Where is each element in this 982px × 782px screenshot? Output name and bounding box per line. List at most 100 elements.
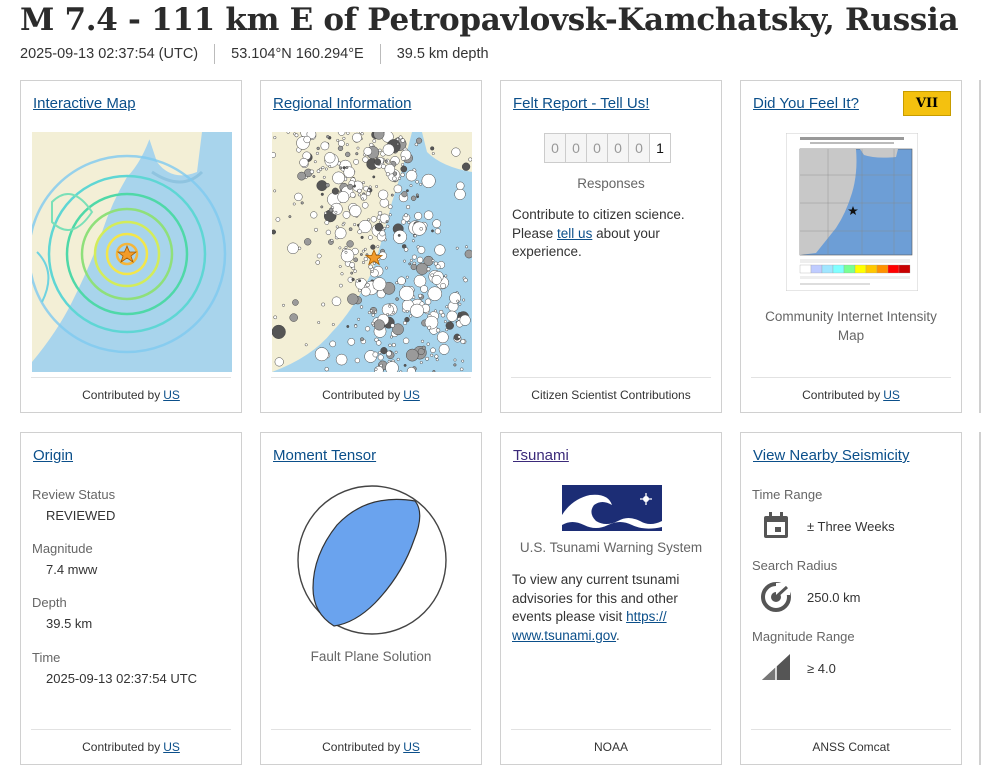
earthquake-dot	[421, 345, 426, 350]
earthquake-dot	[438, 344, 450, 355]
earthquake-dot	[440, 313, 446, 318]
earthquake-dot	[395, 297, 399, 301]
earthquake-dot	[289, 313, 298, 322]
counter-digit: 1	[649, 133, 671, 163]
earthquake-dot	[332, 171, 345, 185]
contributor-link[interactable]: US	[403, 740, 420, 754]
earthquake-dot	[400, 138, 406, 143]
earthquake-dot	[352, 132, 362, 143]
earthquake-dot	[331, 187, 339, 195]
earthquake-dot	[300, 201, 304, 205]
earthquake-dot	[339, 283, 343, 288]
earthquake-dot	[418, 293, 423, 298]
earthquake-dot	[403, 259, 406, 263]
tsunami-gov-link[interactable]: https://www.tsunami.gov	[512, 609, 667, 643]
felt-report-text: Contribute to citizen science. Please te…	[512, 207, 685, 259]
earthquake-dot	[446, 310, 458, 322]
earthquake-dot	[434, 244, 446, 256]
card-moment-tensor: Moment Tensor Fault Plane Solution Contr…	[260, 432, 482, 765]
earthquake-dot	[347, 183, 354, 190]
earthquake-dot	[321, 302, 326, 307]
card-footer: Contributed by US	[31, 729, 231, 764]
card-footer: NOAA	[511, 729, 711, 764]
tsunami-link[interactable]: Tsunami	[513, 447, 569, 464]
earthquake-dot	[392, 323, 404, 336]
card-footer: ANSS Comcat	[751, 729, 951, 764]
earthquake-dot	[359, 305, 364, 309]
earthquake-dot	[334, 227, 347, 240]
earthquake-dot	[346, 325, 350, 328]
earthquake-dot	[426, 342, 430, 346]
earthquake-dot	[370, 244, 376, 250]
earthquake-dot	[461, 359, 465, 363]
earthquake-dot	[416, 262, 429, 275]
earthquake-dot	[385, 172, 390, 177]
earthquake-dot	[328, 164, 332, 168]
earthquake-dot	[388, 304, 392, 308]
earthquake-dot	[434, 354, 439, 359]
earthquake-dot	[363, 256, 368, 262]
earthquake-dot	[383, 226, 387, 230]
earthquake-dot	[273, 136, 277, 140]
divider	[214, 44, 216, 64]
earthquake-dot	[378, 148, 382, 153]
earthquake-dot	[379, 230, 386, 237]
counter-digit: 0	[565, 133, 587, 163]
mainshock-star-icon	[364, 248, 384, 266]
interactive-map-thumbnail[interactable]	[32, 132, 232, 372]
earthquake-dot	[392, 171, 398, 176]
earthquake-dot	[361, 260, 366, 265]
earthquake-dot	[424, 298, 432, 305]
earthquake-dot	[385, 220, 389, 224]
earthquake-dot	[330, 238, 334, 242]
earthquake-dot	[457, 312, 462, 316]
contributor-link[interactable]: US	[163, 388, 180, 402]
moment-tensor-link[interactable]: Moment Tensor	[273, 447, 377, 464]
earthquake-dot	[414, 212, 423, 220]
nearby-seismicity-link[interactable]: View Nearby Seismicity	[753, 447, 910, 464]
earthquake-dot	[367, 218, 371, 222]
earthquake-dot	[340, 248, 355, 263]
regional-seismicity-thumbnail[interactable]	[272, 132, 472, 372]
interactive-map-link[interactable]: Interactive Map	[33, 95, 136, 112]
earthquake-dot	[292, 299, 299, 306]
earthquake-dot	[459, 367, 464, 372]
earthquake-dot	[373, 319, 385, 331]
earthquake-dot	[335, 225, 339, 229]
earthquake-dot	[414, 142, 419, 147]
origin-link[interactable]: Origin	[33, 447, 74, 464]
did-you-feel-it-link[interactable]: Did You Feel It?	[753, 95, 859, 112]
earthquake-dot	[315, 260, 320, 265]
earthquake-dot	[435, 328, 441, 333]
earthquake-dot	[361, 249, 365, 253]
earthquake-dot	[417, 348, 425, 356]
earthquake-dot	[409, 314, 413, 318]
contributor-link[interactable]: US	[883, 388, 900, 402]
earthquake-dot	[314, 227, 318, 232]
earthquake-dot	[370, 216, 377, 223]
earthquake-dot	[354, 357, 361, 364]
regional-information-link[interactable]: Regional Information	[273, 95, 412, 112]
earthquake-dot	[413, 234, 417, 238]
earthquake-dot	[374, 158, 382, 166]
earthquake-dot	[416, 137, 423, 144]
earthquake-dot	[317, 321, 321, 324]
intensity-map-thumbnail[interactable]	[786, 133, 918, 291]
earthquake-dot	[272, 151, 277, 159]
tsunami-org-name: U.S. Tsunami Warning System	[519, 540, 703, 555]
beachball-diagram[interactable]	[297, 485, 447, 635]
earthquake-dot	[411, 254, 417, 260]
earthquake-dot	[324, 220, 330, 225]
tell-us-link[interactable]: tell us	[557, 225, 593, 241]
earthquake-dot	[353, 269, 357, 273]
earthquake-dot	[419, 182, 423, 186]
earthquake-dot	[396, 142, 400, 146]
earthquake-dot	[405, 170, 418, 182]
earthquake-dot	[274, 357, 284, 367]
felt-report-link[interactable]: Felt Report - Tell Us!	[513, 95, 650, 112]
earthquake-dot	[287, 242, 299, 255]
contributor-link[interactable]: US	[163, 740, 180, 754]
contributor-link[interactable]: US	[403, 388, 420, 402]
card-regional-information: Regional Information Contributed by US	[260, 80, 482, 413]
earthquake-dot	[385, 266, 388, 270]
